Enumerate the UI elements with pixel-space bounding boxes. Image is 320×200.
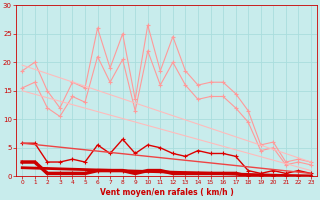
X-axis label: Vent moyen/en rafales ( km/h ): Vent moyen/en rafales ( km/h )	[100, 188, 234, 197]
